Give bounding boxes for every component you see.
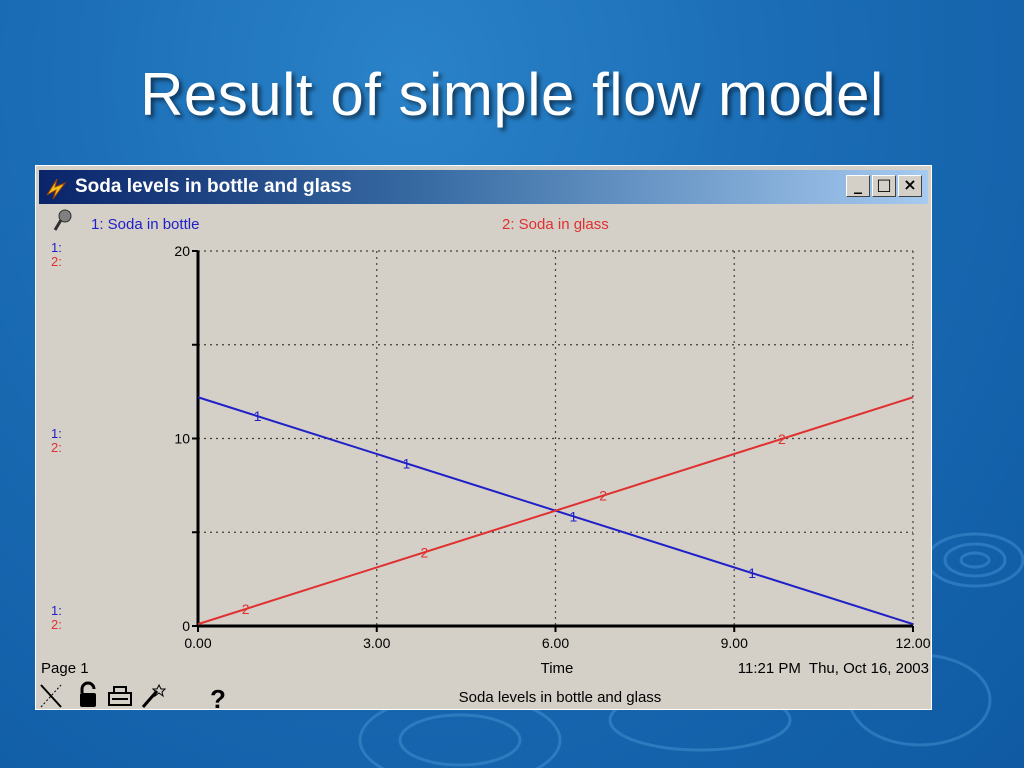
scale-marker-2-mid: 2: [51, 440, 62, 455]
pin-icon[interactable] [53, 209, 72, 231]
maximize-button[interactable]: □ [872, 175, 896, 197]
x-tick-label-3: 9.00 [721, 635, 748, 651]
series-2-marker-3: 2 [778, 431, 786, 447]
timestamp: 11:21 PM Thu, Oct 16, 2003 [738, 660, 929, 677]
scale-marker-2-bottom: 2: [51, 617, 62, 632]
scale-marker-1-mid: 1: [51, 426, 62, 441]
resize-icon[interactable] [40, 684, 62, 708]
x-tick-label-4: 12.00 [895, 635, 930, 651]
app-icon [46, 178, 67, 200]
series-1-marker-3: 1 [748, 565, 756, 581]
window-titlebar[interactable]: Soda levels in bottle and glass _ □ × [39, 170, 928, 204]
chart-caption: Soda levels in bottle and glass [459, 689, 662, 706]
legend-series-2: 2: Soda in glass [502, 216, 609, 233]
series-1-marker-1: 1 [403, 455, 411, 471]
y-tick-label-0: 0 [182, 618, 190, 634]
y-tick-label-1: 10 [174, 431, 190, 447]
series-2-marker-0: 2 [242, 601, 250, 617]
page-label: Page 1 [41, 660, 89, 677]
window-title: Soda levels in bottle and glass [75, 176, 352, 197]
help-icon[interactable]: ? [210, 684, 226, 710]
slide-title: Result of simple flow model [140, 61, 884, 128]
chart-window: Soda levels in bottle and glass _ □ × 1:… [35, 165, 932, 710]
line-chart: 1: Soda in bottle 2: Soda in glass 1: 2:… [40, 209, 931, 710]
series-1-marker-0: 1 [254, 408, 262, 424]
series-1-marker-2: 1 [569, 508, 577, 524]
y-tick-label-2: 20 [174, 243, 190, 259]
x-axis-label: Time [541, 660, 574, 677]
x-tick-label-2: 6.00 [542, 635, 569, 651]
series-2-marker-2: 2 [599, 488, 607, 504]
scale-marker-1-top: 1: [51, 240, 62, 255]
close-button[interactable]: × [898, 175, 922, 197]
minimize-button[interactable]: _ [846, 175, 870, 197]
lock-icon[interactable] [80, 681, 96, 707]
x-tick-label-0: 0.00 [184, 635, 211, 651]
magic-wand-icon[interactable] [141, 683, 167, 708]
series-2-marker-1: 2 [421, 544, 429, 560]
scale-marker-2-top: 2: [51, 254, 62, 269]
legend-series-1: 1: Soda in bottle [91, 216, 199, 233]
x-tick-label-1: 3.00 [363, 635, 390, 651]
print-icon[interactable] [108, 686, 132, 706]
series-line-2 [197, 396, 914, 626]
scale-marker-1-bottom: 1: [51, 603, 62, 618]
